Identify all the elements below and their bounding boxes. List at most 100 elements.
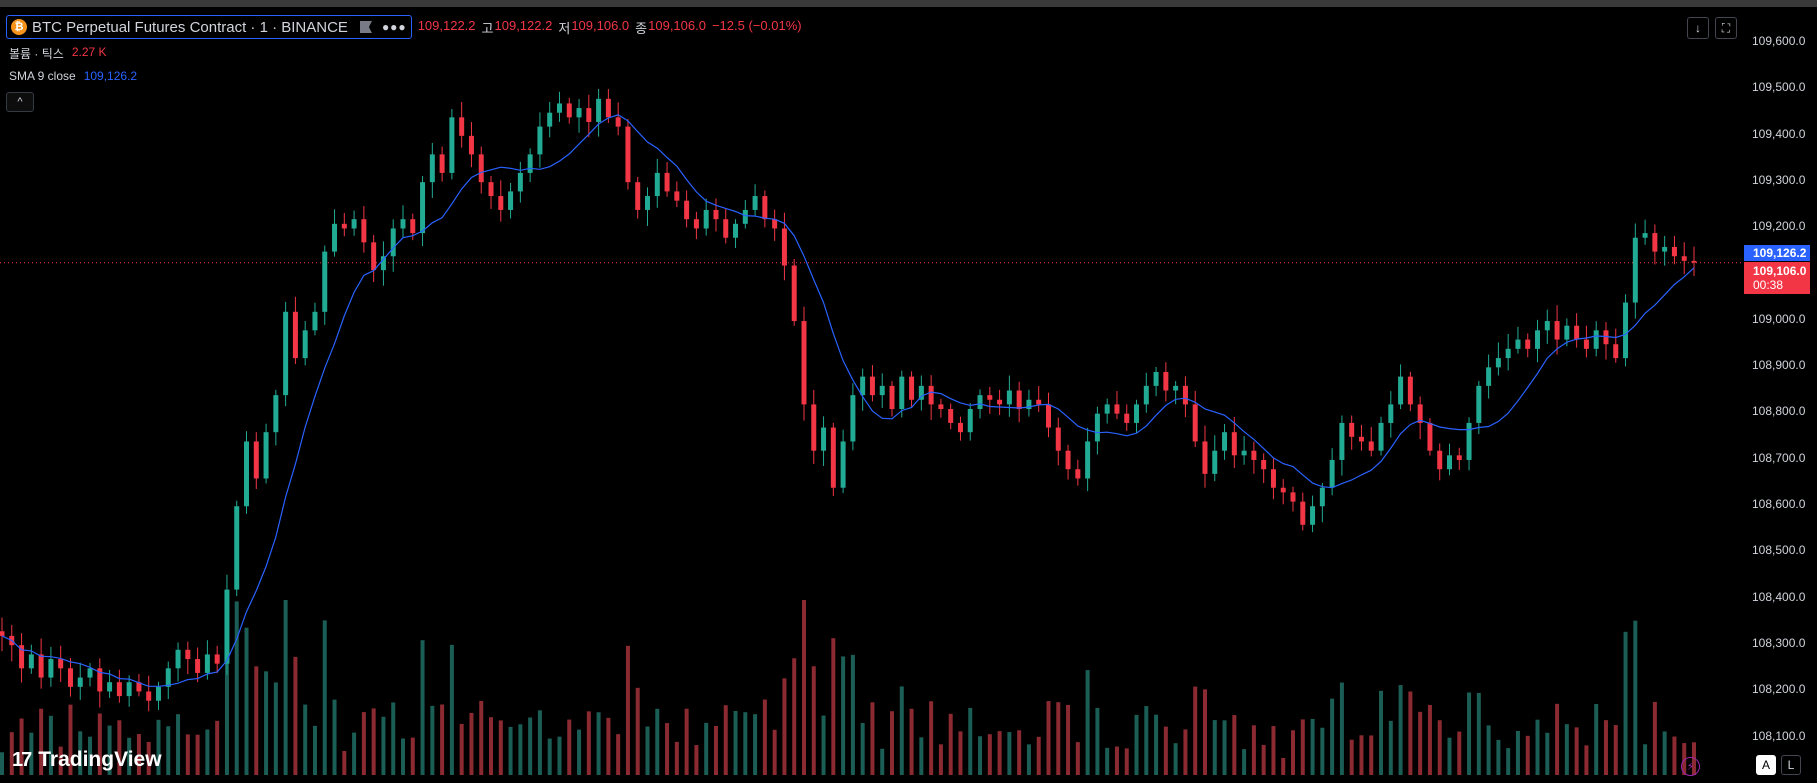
- volume-bar: [479, 700, 484, 775]
- price-axis[interactable]: 109,600.0 109,500.0 109,400.0 109,300.0 109,…: [1742, 8, 1817, 783]
- volume-bar: [273, 682, 278, 775]
- volume-bar: [537, 710, 542, 775]
- candle-body: [1583, 339, 1589, 349]
- candle-body: [1251, 450, 1257, 460]
- change-value: −12.5 (−0.01%): [711, 17, 802, 33]
- candle-body: [1407, 376, 1413, 405]
- candle-body: [322, 251, 328, 312]
- bitcoin-icon: ₿: [11, 19, 27, 35]
- volume-bar: [127, 737, 132, 775]
- volume-bar: [577, 729, 582, 775]
- bolt-icon[interactable]: ⚡: [1681, 757, 1700, 776]
- sma-legend[interactable]: SMA 9 close 109,126.2: [9, 69, 137, 83]
- candle-body: [742, 209, 748, 224]
- volume-bar: [1036, 736, 1041, 775]
- chart-pane[interactable]: [0, 8, 1742, 783]
- candle-body: [1026, 399, 1032, 410]
- volume-bar: [567, 719, 572, 775]
- candle-body: [576, 108, 582, 118]
- volume-bar: [674, 741, 679, 775]
- volume-bar: [264, 671, 269, 775]
- symbol-selector[interactable]: ₿ BTC Perpetual Futures Contract · 1 · B…: [6, 15, 412, 39]
- candle-body: [1202, 441, 1208, 474]
- candle-body: [1417, 404, 1423, 423]
- auto-scale-button[interactable]: A: [1756, 755, 1776, 775]
- volume-bar: [762, 699, 767, 775]
- candle-body: [1173, 385, 1179, 391]
- candle-body: [957, 422, 963, 433]
- candle-body: [283, 311, 289, 396]
- volume-bar: [1017, 730, 1022, 775]
- candle-body: [1398, 376, 1404, 405]
- candle-body: [654, 172, 660, 197]
- volume-bar: [117, 720, 122, 775]
- volume-bar: [1330, 698, 1335, 775]
- volume-bar: [489, 717, 494, 775]
- volume-bar: [1242, 749, 1247, 775]
- volume-bar: [176, 714, 181, 775]
- candle-body: [625, 126, 631, 183]
- volume-bar: [1222, 720, 1227, 775]
- candle-body: [517, 172, 523, 192]
- volume-bar: [518, 724, 523, 775]
- price-tick-label: 108,800.0: [1752, 404, 1806, 419]
- fullscreen-button[interactable]: ⛶: [1715, 17, 1737, 39]
- candle-body: [703, 209, 709, 229]
- symbol-title[interactable]: BTC Perpetual Futures Contract · 1 · BIN…: [32, 18, 348, 36]
- volume-bar: [1056, 702, 1061, 775]
- bar-countdown: 00:38: [1753, 278, 1784, 292]
- volume-legend[interactable]: 볼륨 · 틱스 2.27 K: [9, 45, 107, 62]
- volume-bar: [1026, 744, 1031, 775]
- candle-body: [1544, 321, 1550, 331]
- volume-bar: [88, 736, 93, 775]
- candle-body: [556, 103, 562, 113]
- candle-body: [1339, 422, 1345, 460]
- volume-bar: [929, 701, 934, 775]
- volume-bar: [655, 708, 660, 775]
- candle-body: [537, 126, 543, 155]
- volume-bar: [616, 734, 621, 775]
- volume-bar: [39, 708, 44, 775]
- volume-bar: [146, 741, 151, 775]
- candle-body: [185, 649, 191, 660]
- more-options-icon[interactable]: ●●●: [381, 20, 407, 34]
- candlestick-chart[interactable]: [0, 8, 1742, 783]
- volume-bar: [1310, 718, 1315, 775]
- candle-body: [146, 691, 152, 701]
- candle-body: [1231, 432, 1237, 456]
- last-price-label: 109,106.0 00:38: [1744, 262, 1810, 294]
- candle-body: [410, 219, 416, 234]
- volume-bar: [870, 702, 875, 775]
- volume-bar: [234, 601, 239, 775]
- candle-body: [635, 182, 641, 210]
- candle-body: [468, 135, 474, 155]
- volume-bar: [1662, 731, 1667, 775]
- candle-body: [879, 385, 885, 396]
- volume-bar: [997, 731, 1002, 775]
- collapse-legend-button[interactable]: ^: [6, 92, 34, 112]
- volume-bar: [606, 717, 611, 775]
- candle-body: [684, 200, 690, 220]
- candle-body: [1505, 348, 1511, 359]
- volume-bar: [860, 722, 865, 775]
- candle-body: [224, 589, 230, 664]
- tradingview-logo[interactable]: 17 TradingView: [12, 748, 162, 772]
- candle-body: [1388, 404, 1394, 423]
- volume-bar: [1124, 748, 1129, 775]
- volume-bar: [723, 705, 728, 775]
- volume-bar: [1173, 743, 1178, 775]
- candle-body: [1192, 404, 1198, 442]
- candle-body: [498, 196, 504, 210]
- candle-body: [429, 154, 435, 183]
- candle-body: [1182, 385, 1188, 405]
- candle-body: [1104, 404, 1110, 414]
- download-button[interactable]: ↓: [1687, 17, 1709, 39]
- flag-icon[interactable]: [359, 21, 372, 33]
- volume-bar: [381, 716, 386, 775]
- candle-body: [693, 219, 699, 229]
- volume-bar: [1212, 720, 1217, 775]
- price-tick-label: 108,900.0: [1752, 358, 1806, 373]
- candle-body: [840, 441, 846, 488]
- log-scale-button[interactable]: L: [1781, 755, 1801, 775]
- price-tick-label: 109,500.0: [1752, 80, 1806, 95]
